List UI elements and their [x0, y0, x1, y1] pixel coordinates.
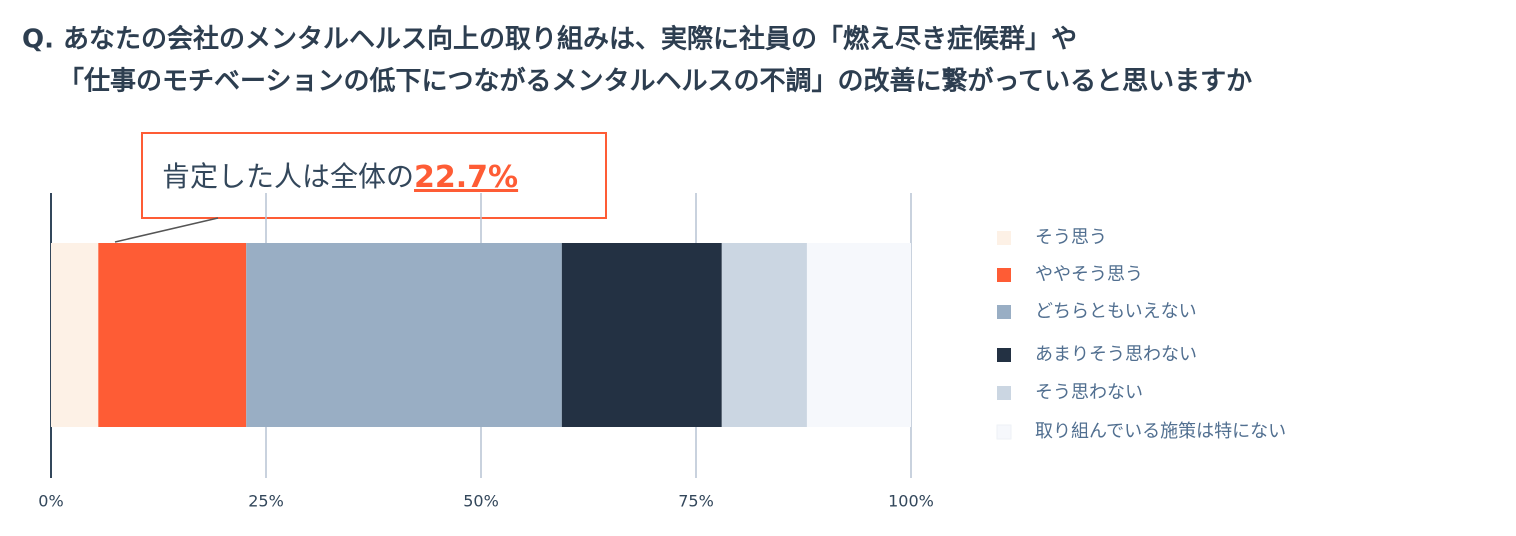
legend-swatch [997, 305, 1011, 319]
chart-title: Q. あなたの会社のメンタルヘルス向上の取り組みは、実際に社員の「燃え尽き症候群… [22, 24, 1077, 55]
legend-swatch [997, 231, 1011, 245]
bar-segment [51, 243, 99, 427]
x-tick-label: 0% [38, 492, 63, 511]
legend-label: どちらともいえない [1035, 301, 1197, 322]
annotation-box [141, 132, 607, 219]
bar-segment [561, 243, 722, 427]
annotation: 肯定した人は全体の22.7% [162, 160, 518, 195]
legend-label: 取り組んでいる施策は特にない [1035, 421, 1286, 442]
legend-swatch [996, 424, 1012, 440]
legend-label: ややそう思う [1035, 264, 1143, 285]
legend-label: そう思わない [1035, 382, 1143, 403]
leader-line [114, 217, 219, 243]
x-tick-label: 100% [888, 492, 934, 511]
bar-segment [246, 243, 562, 427]
legend-label: そう思う [1035, 227, 1107, 248]
x-tick-label: 50% [463, 492, 499, 511]
x-tick-label: 25% [248, 492, 284, 511]
annotation-text: 肯定した人は全体の [162, 160, 414, 193]
legend-swatch [997, 348, 1011, 362]
legend-swatch [997, 268, 1011, 282]
legend-swatch [997, 386, 1011, 400]
bar-segment [721, 243, 807, 427]
bar-segment [806, 243, 911, 427]
legend-label: あまりそう思わない [1035, 344, 1197, 365]
chart-title: 「仕事のモチベーションの低下につながるメンタルヘルスの不調」の改善に繋がっている… [58, 66, 1252, 97]
bar-segment [98, 243, 247, 427]
x-tick-label: 75% [678, 492, 714, 511]
annotation-highlight: 22.7% [414, 160, 518, 195]
